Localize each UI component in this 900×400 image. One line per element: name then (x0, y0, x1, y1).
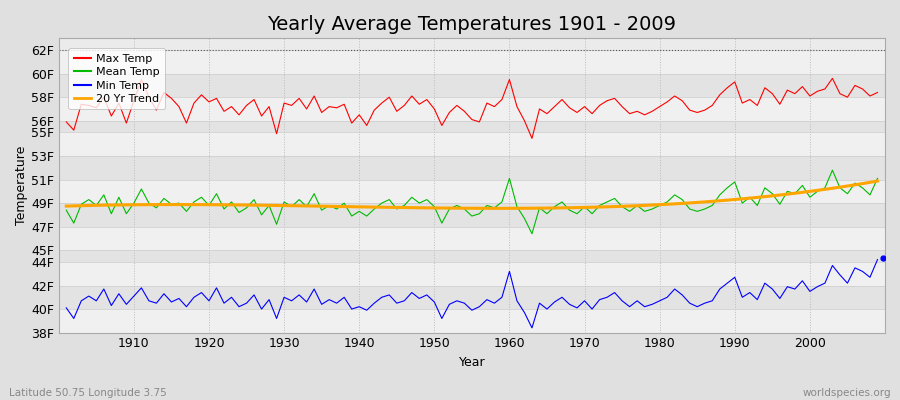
Legend: Max Temp, Mean Temp, Min Temp, 20 Yr Trend: Max Temp, Mean Temp, Min Temp, 20 Yr Tre… (68, 48, 166, 110)
Y-axis label: Temperature: Temperature (15, 146, 28, 225)
Bar (58, 121, 885, 132)
X-axis label: Year: Year (459, 356, 485, 369)
Bar (58, 97, 885, 121)
Bar (58, 286, 885, 309)
Bar (58, 262, 885, 286)
Bar (58, 250, 885, 262)
Bar (58, 227, 885, 250)
Text: worldspecies.org: worldspecies.org (803, 388, 891, 398)
Bar (58, 156, 885, 180)
Bar (58, 309, 885, 332)
Bar (58, 50, 885, 74)
Title: Yearly Average Temperatures 1901 - 2009: Yearly Average Temperatures 1901 - 2009 (267, 15, 677, 34)
Bar (58, 180, 885, 203)
Bar (58, 132, 885, 156)
Bar (58, 74, 885, 97)
Bar (58, 203, 885, 227)
Text: Latitude 50.75 Longitude 3.75: Latitude 50.75 Longitude 3.75 (9, 388, 166, 398)
